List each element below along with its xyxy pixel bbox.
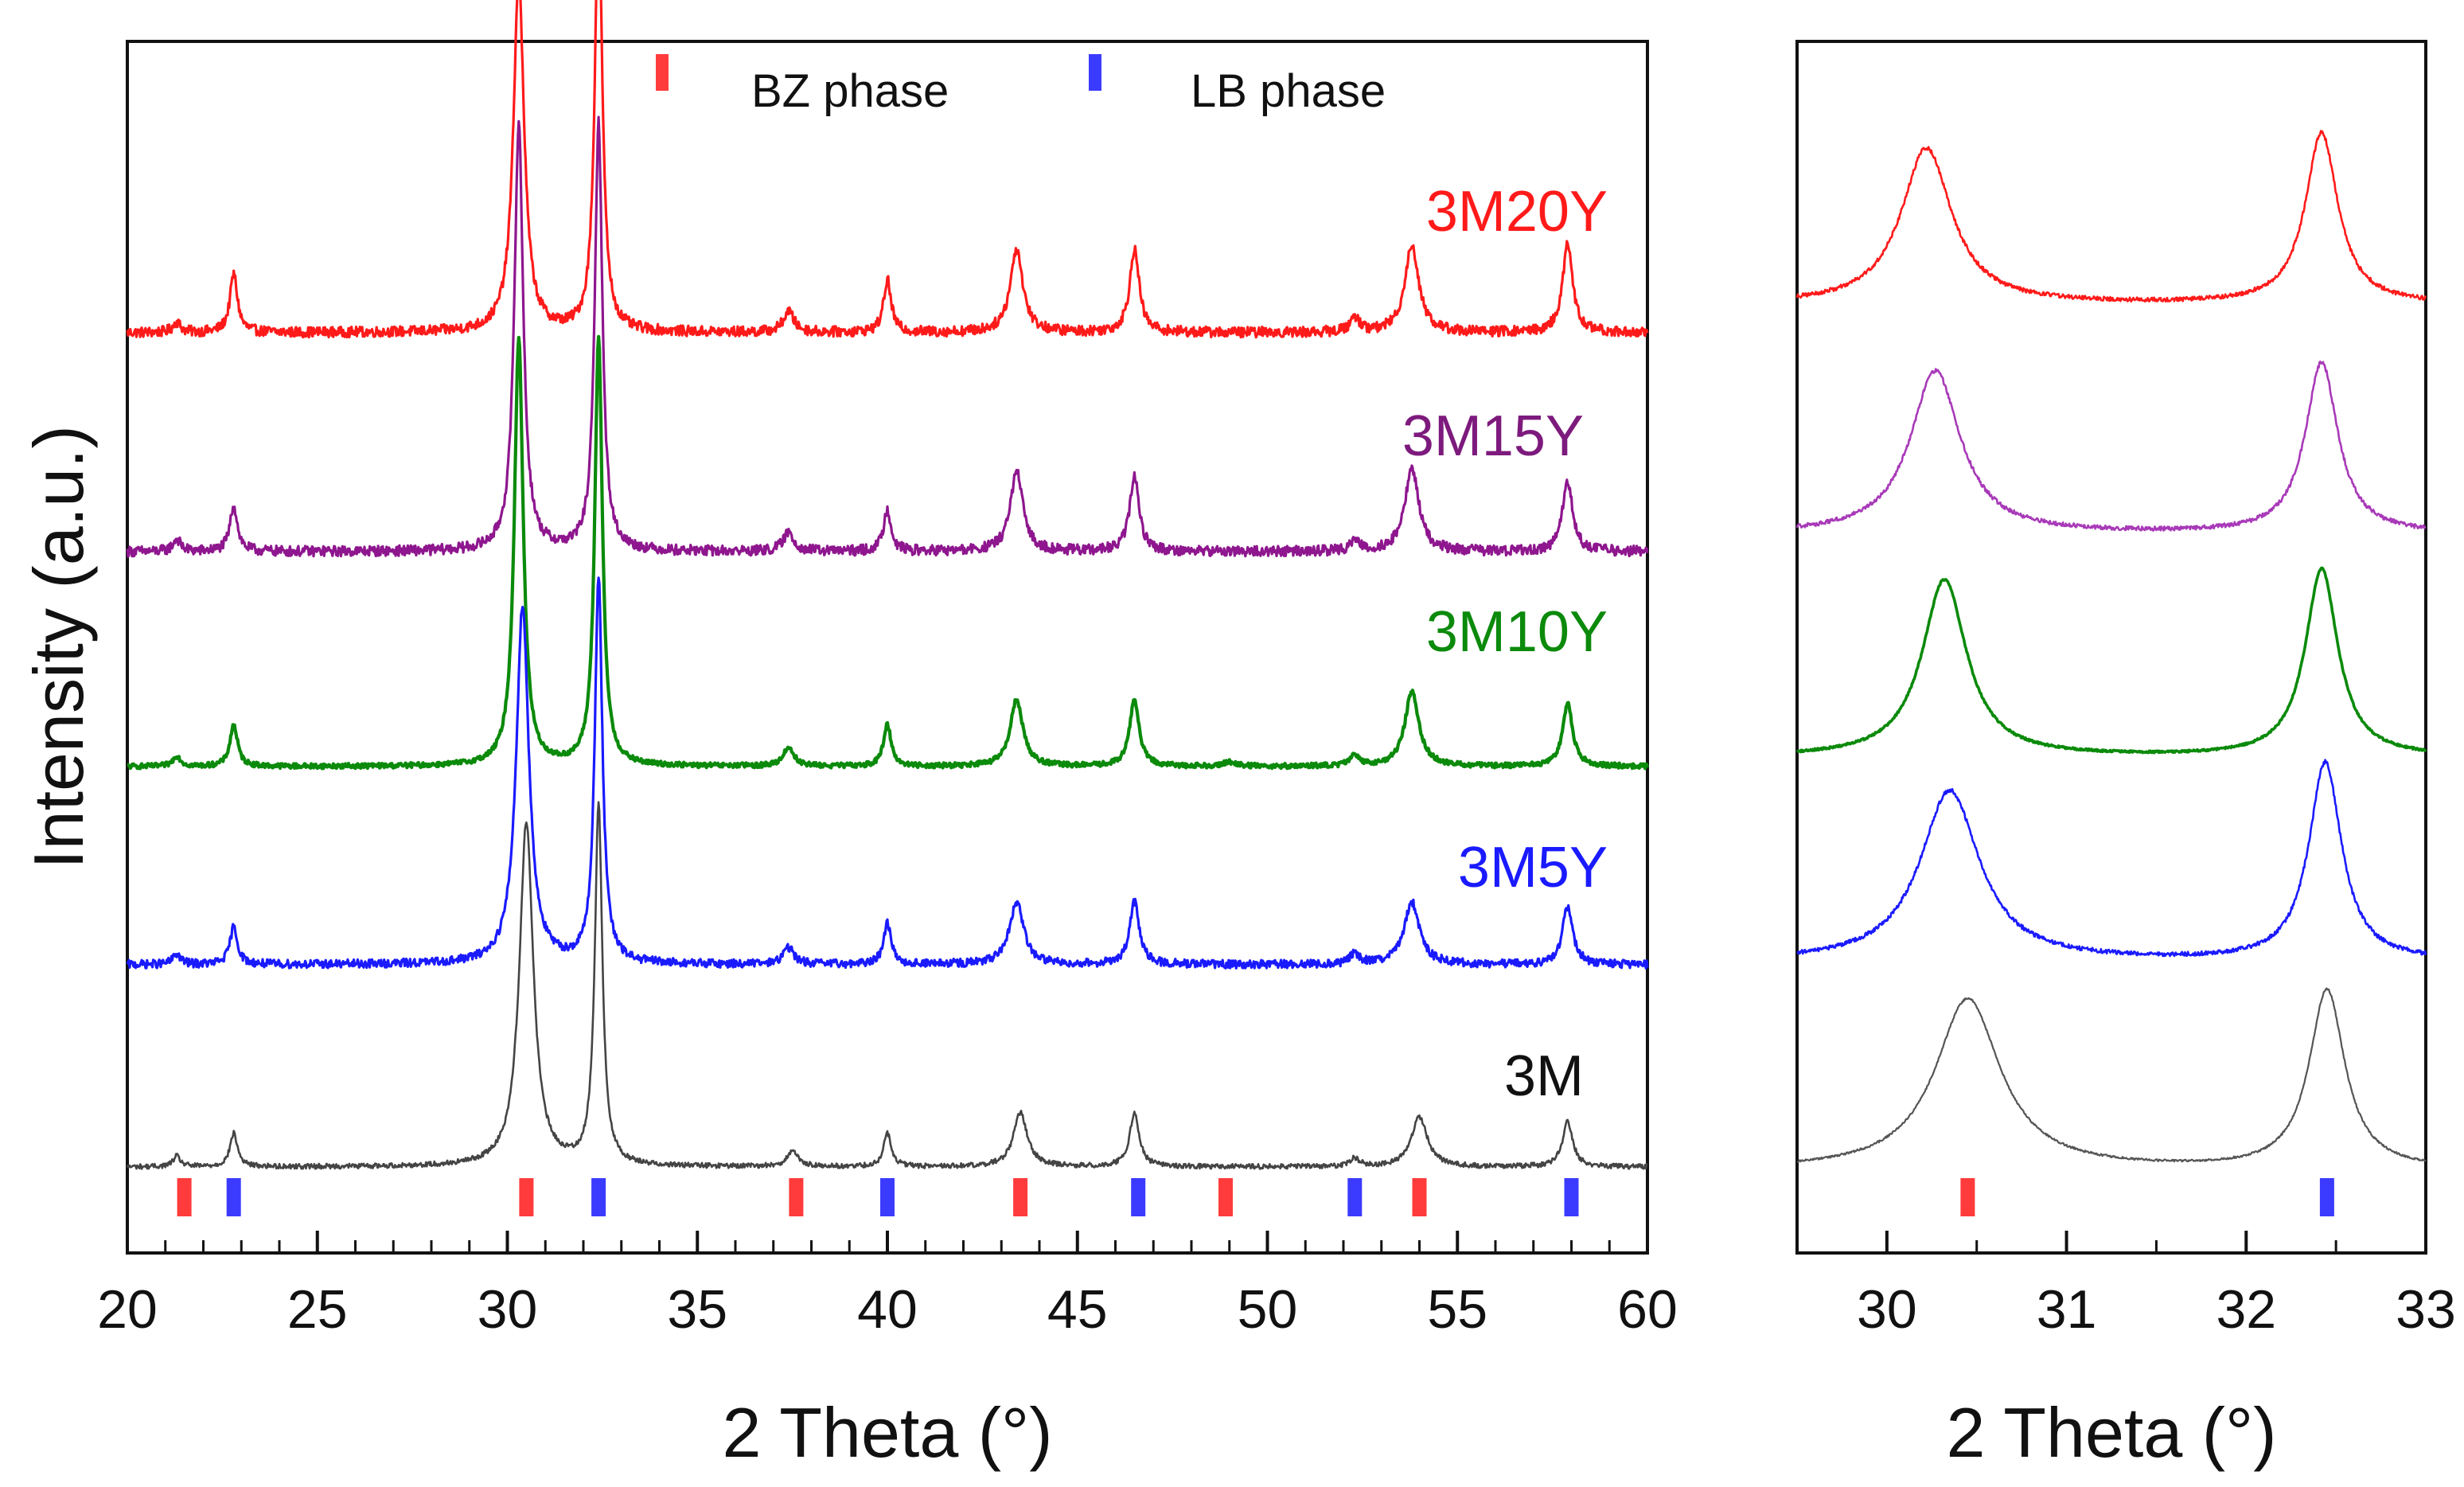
left-plot-frame [126,40,1649,1255]
right-x-ticks: 30 31 32 33 [1795,1231,2456,1340]
x-tick-label: 55 [1427,1279,1487,1340]
right-series-group [1795,130,2427,1163]
series-line-3m20y [1795,130,2427,303]
x-tick-label: 32 [2216,1279,2276,1340]
left-x-ticks: 20 25 30 35 40 45 50 55 60 [97,1231,1678,1340]
bz-reference-marker [1960,1178,1975,1216]
series-line-3m10y [1795,566,2427,755]
x-tick-label: 35 [667,1279,727,1340]
left-series-group [126,0,1650,1170]
lb-reference-marker [591,1178,606,1216]
bz-reference-marker [1013,1178,1028,1216]
lb-reference-marker [1564,1178,1579,1216]
series-label-3m20y: 3M20Y [1426,180,1608,244]
x-tick-label: 45 [1047,1279,1108,1340]
x-tick-label: 60 [1617,1279,1678,1340]
series-label-3m10y: 3M10Y [1426,600,1608,664]
series-label-3m5y: 3M5Y [1458,836,1608,900]
zoom-panel: 30 31 32 33 2 Theta (°) [1795,40,2456,1472]
series-line-3m10y [126,334,1650,771]
lb-reference-marker [1131,1178,1146,1216]
bz-reference-marker [789,1178,804,1216]
series-line-3m15y [1795,360,2427,532]
lb-reference-marker [226,1178,241,1216]
right-plot-frame [1795,40,2427,1255]
bz-reference-marker [519,1178,534,1216]
series-line-3m5y [1796,759,2427,958]
full-range-panel: 20 25 30 35 40 45 50 55 60 BZ phase LB phase 3M2… [19,0,1678,1472]
legend-bz-label: BZ phase [751,65,949,117]
lb-reference-marker [880,1178,895,1216]
x-tick-label: 20 [97,1279,158,1340]
left-reference-markers [177,1178,1579,1216]
bz-reference-marker [1218,1178,1233,1216]
right-reference-markers [1960,1178,2334,1216]
legend-lb-label: LB phase [1191,65,1386,117]
series-line-3m5y [126,576,1649,970]
lb-reference-marker [2319,1178,2334,1216]
series-line-3m [126,801,1648,1170]
x-tick-label: 31 [2037,1279,2097,1340]
series-line-3m20y [126,0,1649,339]
x-tick-label: 25 [287,1279,348,1340]
x-tick-label: 30 [1857,1279,1917,1340]
series-label-3m: 3M [1504,1044,1584,1108]
left-x-axis-label: 2 Theta (°) [722,1393,1052,1472]
series-label-3m15y: 3M15Y [1402,404,1584,468]
x-tick-label: 40 [857,1279,918,1340]
legend-lb-marker [1089,54,1101,91]
bz-reference-marker [177,1178,192,1216]
y-axis-label: Intensity (a.u.) [19,425,98,869]
right-x-axis-label: 2 Theta (°) [1946,1393,2276,1472]
x-tick-label: 33 [2396,1279,2456,1340]
lb-reference-marker [1347,1178,1363,1216]
series-line-3m15y [126,115,1649,558]
series-line-3m [1796,987,2427,1163]
x-tick-label: 50 [1238,1279,1298,1340]
legend-bz-marker [656,54,669,91]
x-tick-label: 30 [478,1279,538,1340]
bz-reference-marker [1412,1178,1427,1216]
